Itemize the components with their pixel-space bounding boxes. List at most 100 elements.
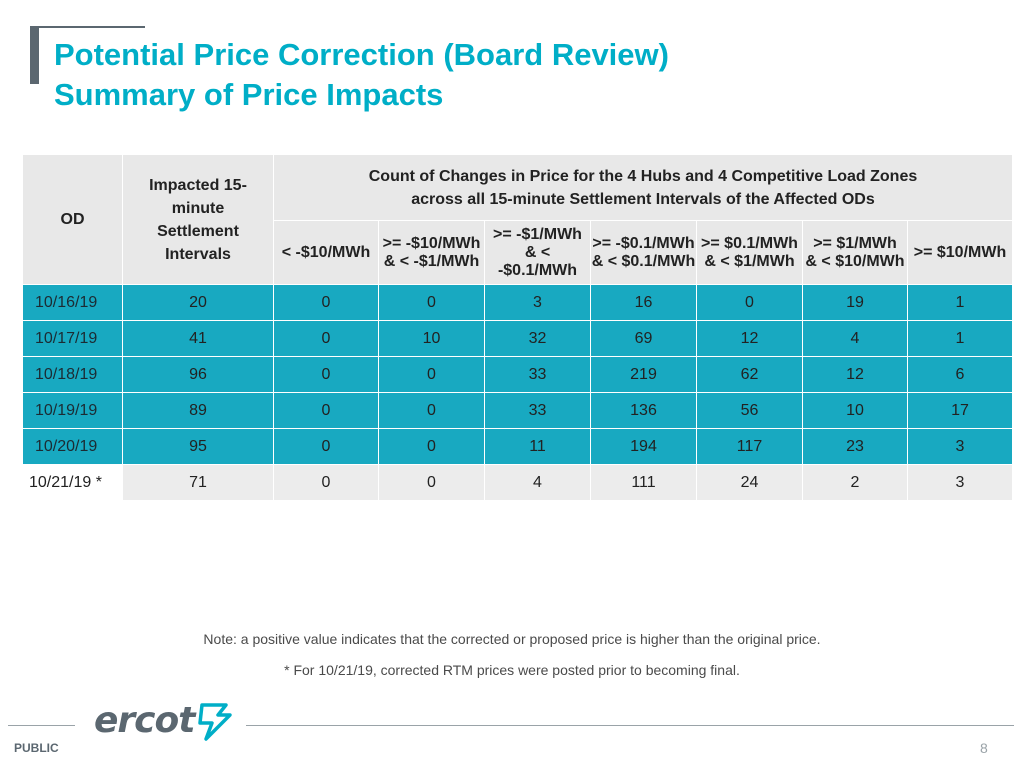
count-cell: 0 (378, 392, 485, 429)
intervals-header-line: Intervals (165, 245, 231, 263)
table-row: 10/21/19 * 71 0 0 4 111 24 2 3 (22, 464, 1013, 501)
intervals-cell: 71 (122, 464, 274, 501)
od-cell: 10/21/19 * (22, 464, 123, 501)
count-header: Count of Changes in Price for the 4 Hubs… (273, 154, 1013, 221)
count-cell: 219 (590, 356, 697, 393)
count-cell: 0 (273, 392, 379, 429)
count-cell: 0 (273, 284, 379, 321)
count-cell: 4 (484, 464, 591, 501)
page-number: 8 (980, 740, 988, 756)
header-row-bins: < -$10/MWh >= -$10/MWh & < -$1/MWh >= -$1/M… (23, 220, 1013, 285)
title-line-2: Summary of Price Impacts (54, 77, 444, 112)
count-cell: 0 (273, 428, 379, 465)
bin-header-line: >= -$10/MWh (382, 234, 481, 252)
od-cell: 10/19/19 (22, 392, 123, 429)
table-body: 10/16/19 20 0 0 3 16 0 19 1 10/17/19 41 0 10 32 69 12 4 1… (22, 284, 1013, 501)
count-cell: 12 (696, 320, 803, 357)
count-cell: 0 (273, 320, 379, 357)
bin-header-line: >= $1/MWh (813, 234, 897, 252)
count-cell: 10 (802, 392, 908, 429)
bin-header-line: >= -$0.1/MWh (592, 234, 695, 252)
count-cell: 10 (378, 320, 485, 357)
count-header-line: across all 15-minute Settlement Interval… (411, 190, 875, 208)
intervals-cell: 96 (122, 356, 274, 393)
count-cell: 56 (696, 392, 803, 429)
bin-header: >= $10/MWh (907, 220, 1013, 285)
page-title: Potential Price Correction (Board Review… (54, 35, 669, 115)
intervals-header-line: minute (171, 199, 225, 217)
count-cell: 0 (696, 284, 803, 321)
count-cell: 33 (484, 392, 591, 429)
footer-rule-left (8, 725, 75, 726)
count-cell: 11 (484, 428, 591, 465)
ercot-logo: ercot (94, 700, 233, 741)
bin-header-line: >= -$1/MWh (493, 225, 582, 243)
count-cell: 16 (590, 284, 697, 321)
count-cell: 6 (907, 356, 1013, 393)
ercot-bolt-icon (198, 702, 233, 741)
bin-header: >= $0.1/MWh & < $1/MWh (696, 220, 803, 285)
intervals-cell: 89 (122, 392, 274, 429)
bin-header-line: & < -$1/MWh (383, 252, 480, 270)
classification-label: PUBLIC (14, 741, 59, 755)
note-footnote: * For 10/21/19, corrected RTM prices wer… (284, 662, 740, 678)
bin-header-line: & < -$0.1/MWh (497, 243, 578, 279)
bin-header-line: >= $10/MWh (913, 243, 1007, 261)
count-cell: 136 (590, 392, 697, 429)
count-cell: 0 (378, 284, 485, 321)
od-cell: 10/16/19 (22, 284, 123, 321)
intervals-cell: 95 (122, 428, 274, 465)
table-row: 10/20/19 95 0 0 11 194 117 23 3 (22, 428, 1013, 465)
title-accent-bar (30, 26, 39, 84)
bin-header-line: & < $0.1/MWh (591, 252, 696, 270)
count-cell: 1 (907, 320, 1013, 357)
count-cell: 0 (273, 356, 379, 393)
count-cell: 17 (907, 392, 1013, 429)
count-cell: 1 (907, 284, 1013, 321)
bin-header-line: >= $0.1/MWh (701, 234, 798, 252)
bin-header: >= -$1/MWh & < -$0.1/MWh (484, 220, 591, 285)
count-cell: 0 (378, 464, 485, 501)
table-row: 10/16/19 20 0 0 3 16 0 19 1 (22, 284, 1013, 321)
intervals-cell: 41 (122, 320, 274, 357)
bin-header-line: < -$10/MWh (281, 243, 371, 261)
count-cell: 194 (590, 428, 697, 465)
count-cell: 4 (802, 320, 908, 357)
count-header-line: Count of Changes in Price for the 4 Hubs… (368, 167, 918, 185)
intervals-header: Impacted 15- minute Settlement Intervals (122, 154, 274, 285)
header-row-1: OD Impacted 15- minute Settlement Interv… (22, 154, 1013, 285)
title-accent-line (39, 26, 145, 28)
od-header-label: OD (60, 211, 85, 228)
count-cell: 111 (590, 464, 697, 501)
count-cell: 0 (378, 428, 485, 465)
count-cell: 12 (802, 356, 908, 393)
table-row: 10/17/19 41 0 10 32 69 12 4 1 (22, 320, 1013, 357)
logo-wordmark: ercot (94, 700, 195, 741)
price-impact-table: OD Impacted 15- minute Settlement Interv… (22, 154, 1013, 501)
intervals-header-line: Settlement (157, 222, 239, 240)
count-cell: 117 (696, 428, 803, 465)
od-cell: 10/20/19 (22, 428, 123, 465)
count-cell: 19 (802, 284, 908, 321)
count-cell: 3 (484, 284, 591, 321)
count-cell: 33 (484, 356, 591, 393)
table-row: 10/18/19 96 0 0 33 219 62 12 6 (22, 356, 1013, 393)
bin-header-line: & < $10/MWh (805, 252, 905, 270)
bin-header: >= $1/MWh & < $10/MWh (802, 220, 908, 285)
count-cell: 24 (696, 464, 803, 501)
od-cell: 10/17/19 (22, 320, 123, 357)
count-cell: 23 (802, 428, 908, 465)
bin-header-line: & < $1/MWh (704, 252, 795, 270)
count-cell: 2 (802, 464, 908, 501)
bin-header: < -$10/MWh (273, 220, 379, 285)
count-cell: 69 (590, 320, 697, 357)
table-row: 10/19/19 89 0 0 33 136 56 10 17 (22, 392, 1013, 429)
intervals-header-line: Impacted 15- (149, 176, 247, 194)
count-cell: 0 (378, 356, 485, 393)
bin-header: >= -$0.1/MWh & < $0.1/MWh (590, 220, 697, 285)
title-line-1: Potential Price Correction (Board Review… (54, 37, 669, 72)
note-positive-value: Note: a positive value indicates that th… (203, 631, 821, 647)
intervals-cell: 20 (122, 284, 274, 321)
od-cell: 10/18/19 (22, 356, 123, 393)
count-cell: 62 (696, 356, 803, 393)
